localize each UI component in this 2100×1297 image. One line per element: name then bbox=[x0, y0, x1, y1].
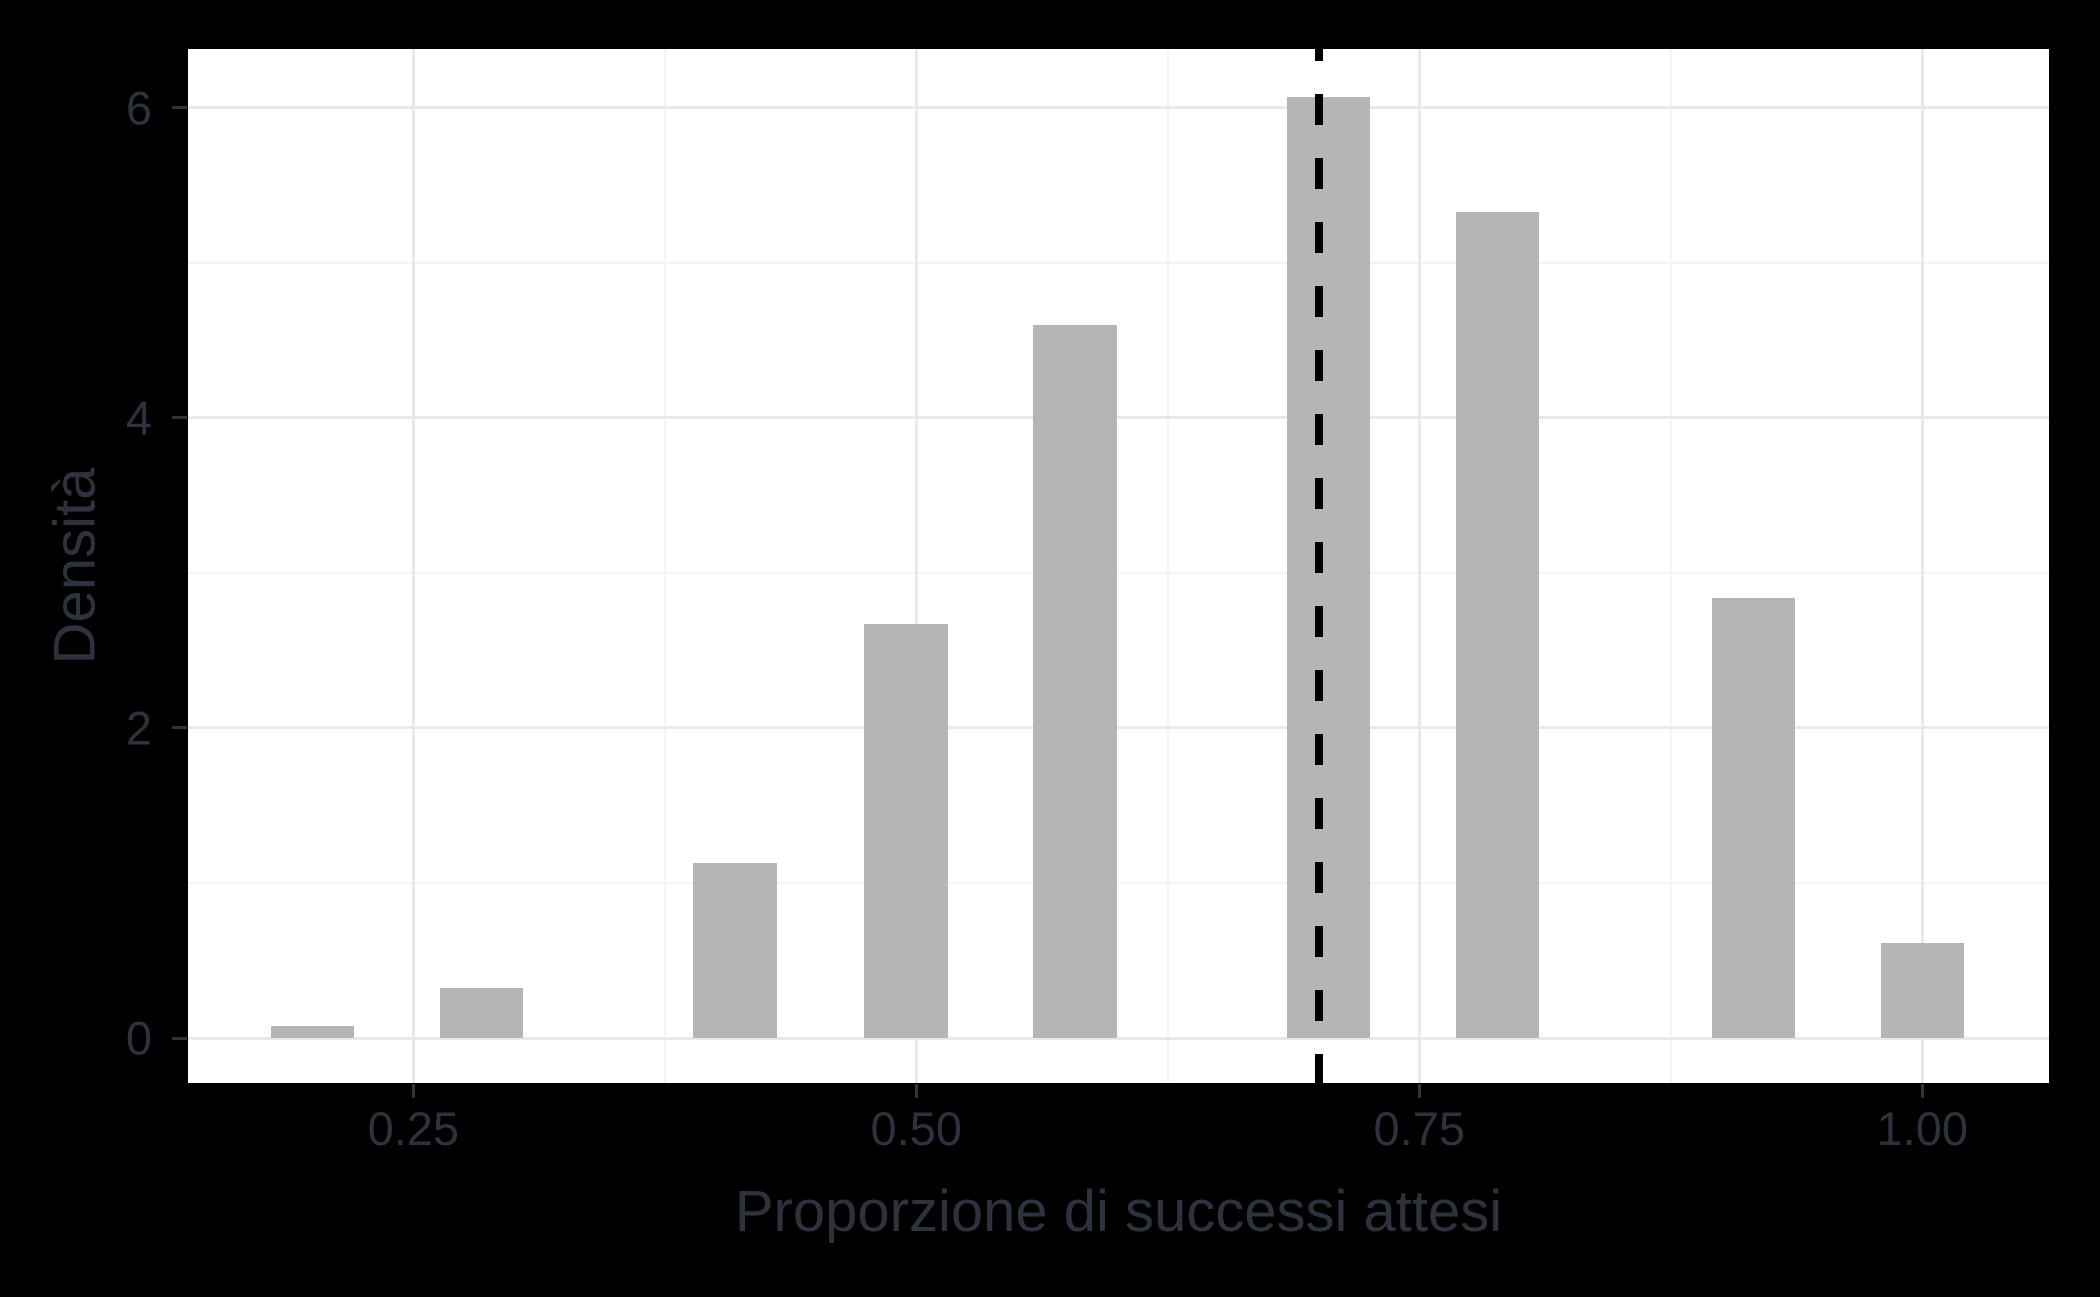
x-minor-gridline bbox=[663, 49, 666, 1083]
histogram-bar bbox=[270, 1025, 355, 1039]
x-axis-tick-label: 1.00 bbox=[1876, 1102, 1968, 1155]
x-axis-tick bbox=[914, 1084, 918, 1098]
dashed-reference-line bbox=[1314, 49, 1323, 1083]
x-major-gridline bbox=[1417, 49, 1421, 1083]
y-axis-tick-label: 6 bbox=[125, 81, 152, 135]
y-minor-gridline bbox=[188, 882, 2049, 885]
histogram-bar bbox=[439, 988, 524, 1039]
histogram-bar bbox=[693, 862, 777, 1039]
x-axis-tick-label: 0.25 bbox=[367, 1102, 460, 1155]
x-axis-tick bbox=[1920, 1084, 1924, 1098]
y-axis-title: Densità bbox=[42, 467, 108, 665]
y-axis-tick-label: 2 bbox=[125, 701, 152, 755]
histogram-bar bbox=[1711, 597, 1795, 1039]
y-axis-tick-label: 0 bbox=[125, 1011, 152, 1065]
x-minor-gridline bbox=[1669, 49, 1672, 1083]
plot-panel bbox=[188, 49, 2049, 1083]
y-major-gridline bbox=[188, 416, 2049, 420]
y-major-gridline bbox=[188, 1036, 2049, 1040]
x-axis-tick-label: 0.50 bbox=[870, 1102, 963, 1155]
histogram-bar bbox=[1455, 211, 1540, 1039]
y-minor-gridline bbox=[188, 261, 2049, 264]
y-axis-tick bbox=[172, 1036, 187, 1040]
x-minor-gridline bbox=[1166, 49, 1169, 1083]
x-axis-tick bbox=[1417, 1084, 1421, 1098]
y-major-gridline bbox=[188, 106, 2049, 110]
histogram-bar bbox=[1286, 97, 1371, 1039]
y-axis-tick bbox=[172, 726, 187, 730]
histogram-bar bbox=[1033, 324, 1117, 1039]
x-axis-title: Proporzione di successi attesi bbox=[734, 1179, 1503, 1244]
y-minor-gridline bbox=[188, 571, 2049, 574]
y-axis-tick bbox=[172, 416, 187, 420]
x-major-gridline bbox=[914, 49, 918, 1083]
y-major-gridline bbox=[188, 726, 2049, 730]
y-axis-tick-label: 4 bbox=[125, 391, 152, 445]
x-axis-tick-label: 0.75 bbox=[1373, 1102, 1465, 1155]
x-major-gridline bbox=[1920, 49, 1924, 1083]
x-axis-tick bbox=[411, 1084, 415, 1098]
histogram-bar bbox=[1880, 943, 1964, 1039]
y-axis-tick bbox=[172, 106, 187, 110]
x-major-gridline bbox=[411, 49, 415, 1083]
histogram-bar bbox=[864, 624, 948, 1039]
